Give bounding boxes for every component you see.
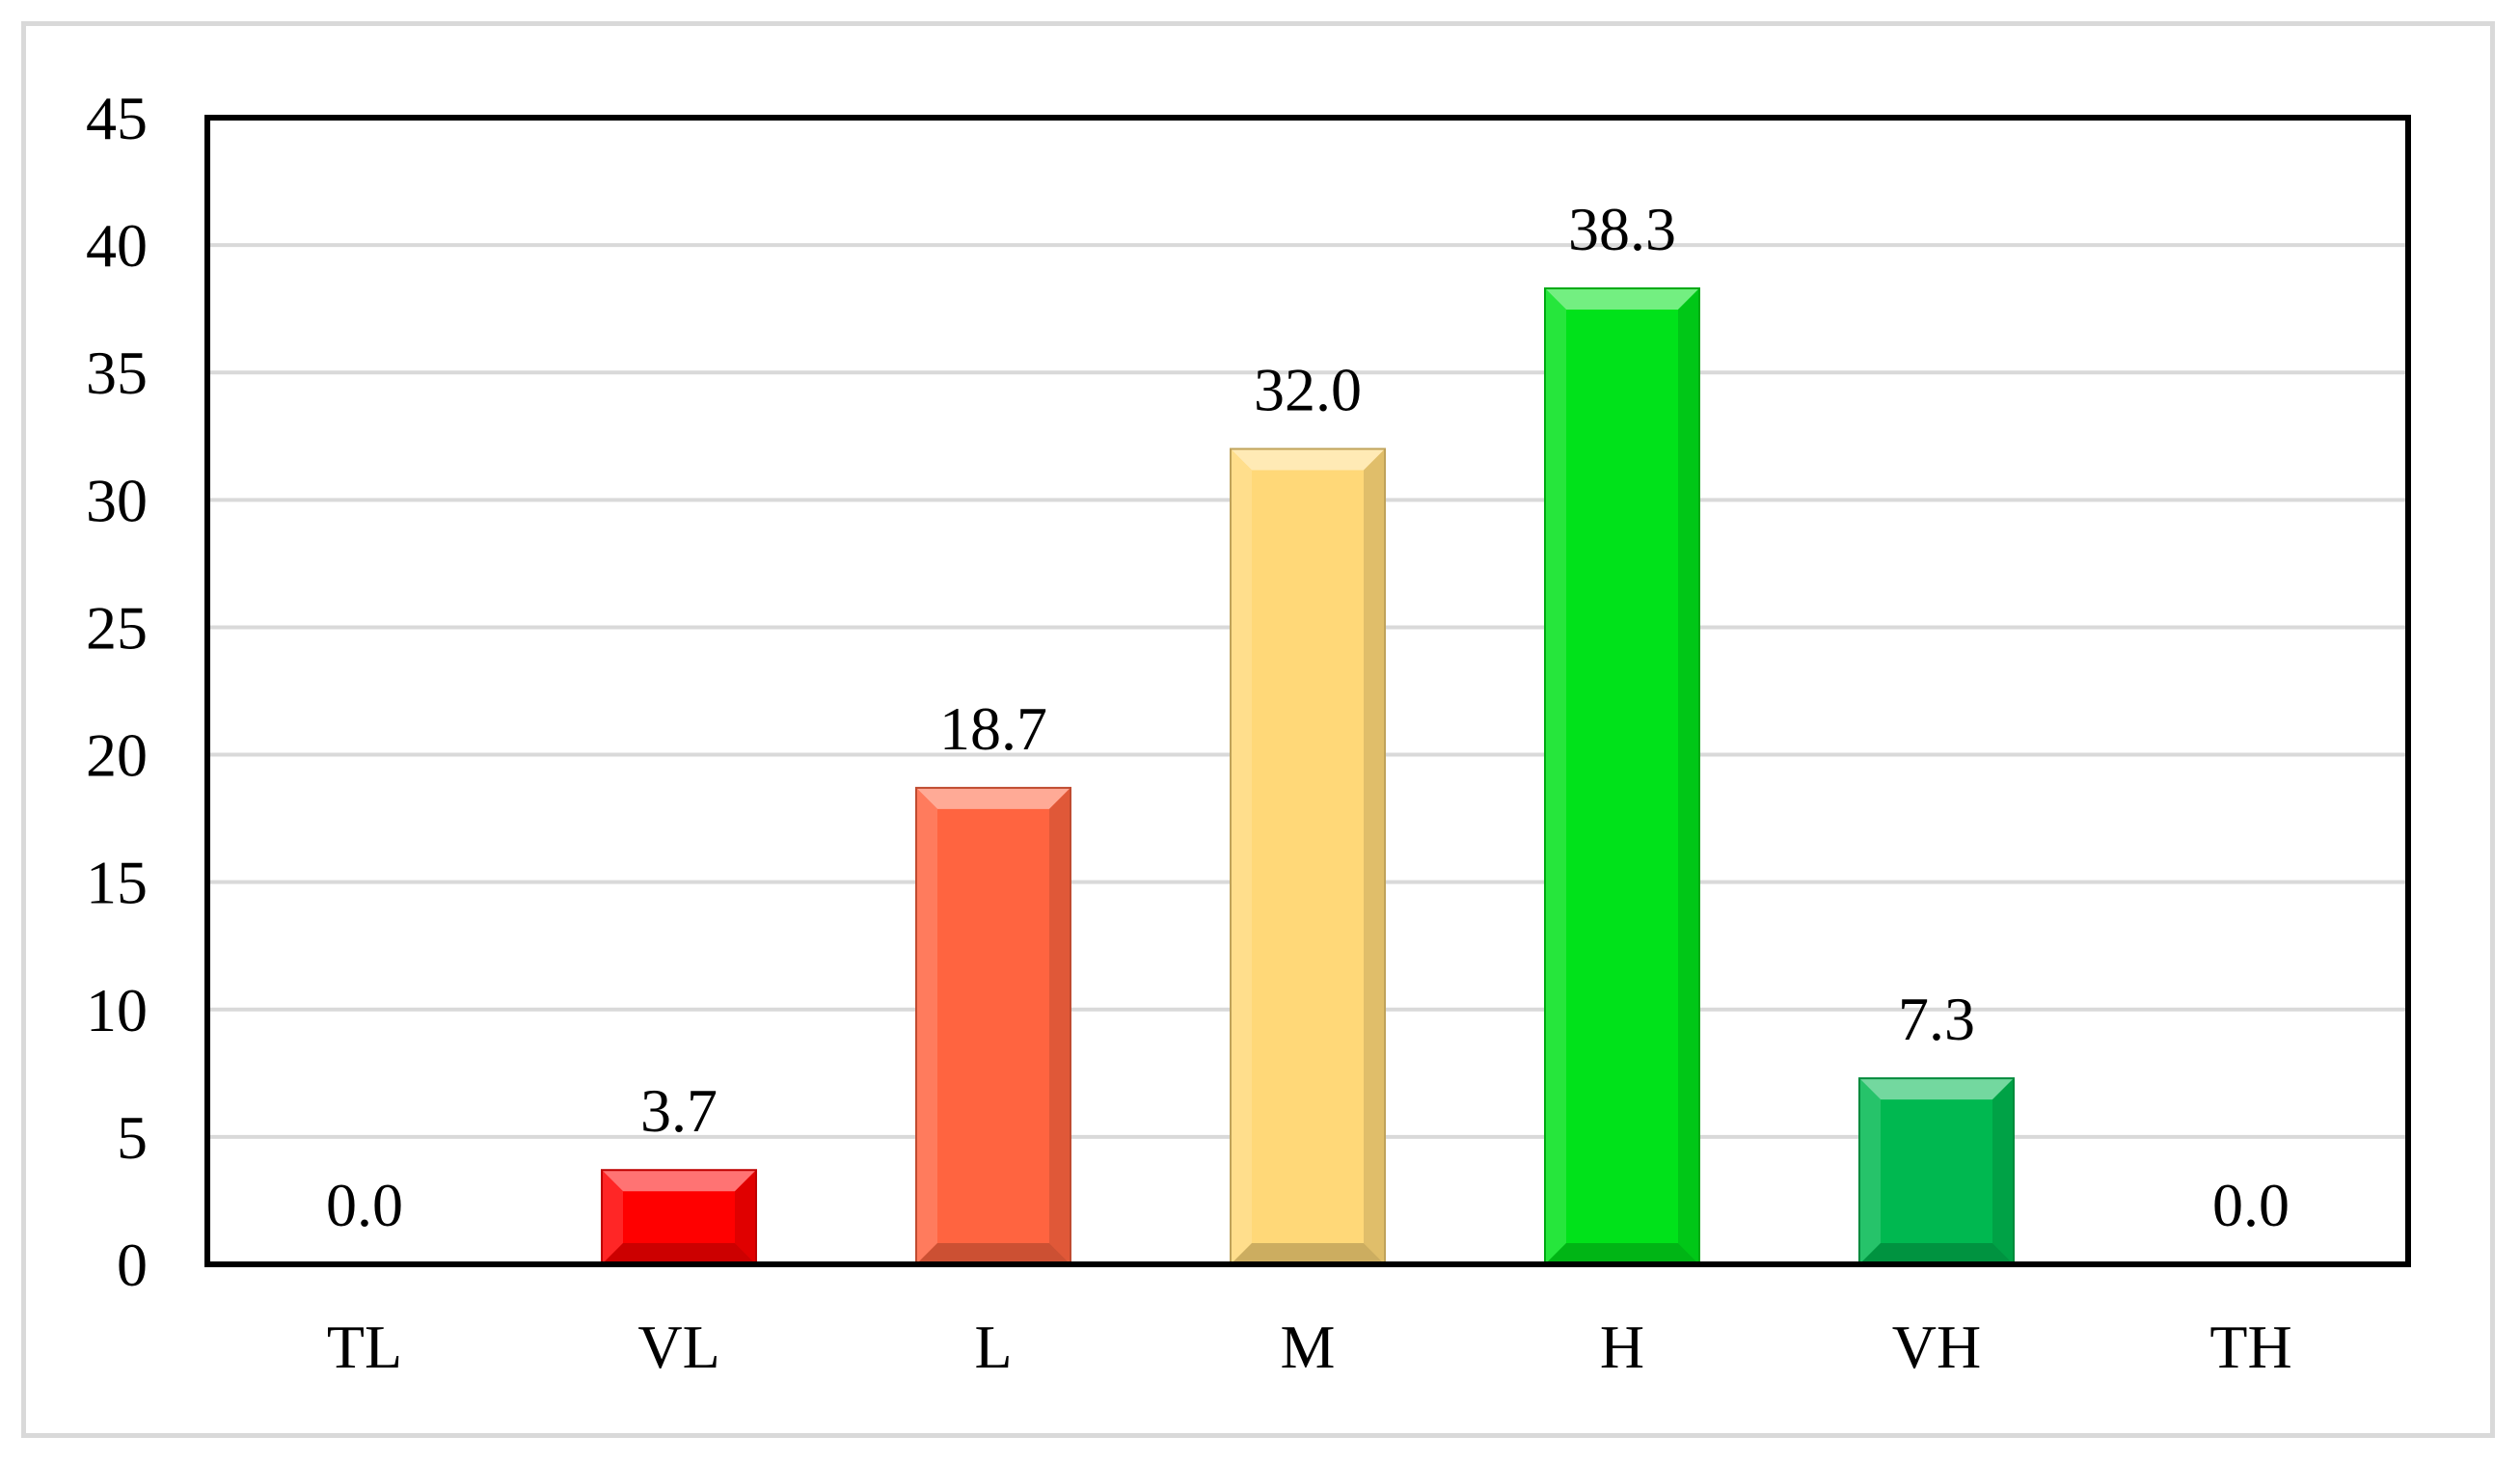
bar-bevel-left <box>602 1170 623 1264</box>
x-category-label-L: L <box>974 1313 1012 1381</box>
x-category-label-M: M <box>1281 1313 1336 1381</box>
bar-bevel-top <box>1231 448 1385 471</box>
bar-bevel-bottom <box>1231 1243 1385 1264</box>
bar-bevel-left <box>916 787 937 1264</box>
y-tick-label: 30 <box>86 466 148 534</box>
bar-H <box>1544 287 1700 1266</box>
bar-face <box>1231 448 1385 1264</box>
data-label-TH: 0.0 <box>2212 1171 2290 1239</box>
bar-bevel-top <box>916 787 1070 809</box>
data-labels: 0.0 3.7 18.7 32.0 38.3 7.3 0.0 <box>326 195 2290 1239</box>
bar-bevel-bottom <box>916 1243 1070 1264</box>
bar-face <box>1545 288 1699 1264</box>
bar-M <box>1230 447 1386 1265</box>
bar-face <box>916 787 1070 1264</box>
bar-bevel-left <box>1231 448 1252 1264</box>
bar-bevel-right <box>1364 448 1385 1264</box>
y-tick-label: 20 <box>86 721 148 790</box>
bar-VL <box>601 1169 757 1266</box>
bar-bevel-left <box>1545 288 1566 1264</box>
bar-bevel-right <box>1678 288 1699 1264</box>
y-tick-label: 0 <box>117 1231 148 1299</box>
bar-VH <box>1858 1077 2015 1266</box>
y-tick-label: 5 <box>117 1103 148 1172</box>
data-label-H: 38.3 <box>1568 195 1676 263</box>
bar-bevel-bottom <box>1859 1243 2014 1264</box>
bar-bevel-top <box>1545 288 1699 311</box>
bar-bevel-right <box>1049 787 1070 1264</box>
plot-area-border <box>204 115 2411 1267</box>
bar-bevel-right <box>1992 1078 2014 1264</box>
x-category-label-TH: TH <box>2209 1313 2291 1381</box>
data-label-M: 32.0 <box>1254 355 1362 423</box>
x-category-label-TL: TL <box>327 1313 402 1381</box>
x-category-label-H: H <box>1600 1313 1644 1381</box>
data-label-VL: 3.7 <box>640 1076 718 1145</box>
bars <box>601 287 2015 1266</box>
y-tick-label: 15 <box>86 849 148 917</box>
data-label-TL: 0.0 <box>326 1171 403 1239</box>
y-tick-label: 25 <box>86 593 148 662</box>
bar-bevel-top <box>602 1170 756 1192</box>
x-category-label-VH: VH <box>1892 1313 1981 1381</box>
bar-face <box>1859 1078 2014 1264</box>
data-label-L: 18.7 <box>939 694 1047 763</box>
y-tick-label: 35 <box>86 339 148 407</box>
bar-L <box>915 786 1071 1265</box>
bar-bevel-bottom <box>602 1243 756 1264</box>
bar-bevel-right <box>735 1170 756 1264</box>
x-category-label-VL: VL <box>637 1313 719 1381</box>
y-tick-label: 10 <box>86 976 148 1044</box>
data-label-VH: 7.3 <box>1898 985 1975 1053</box>
y-tick-label: 40 <box>86 211 148 280</box>
y-axis-ticks: 0 5 10 15 20 25 30 35 40 45 <box>86 84 148 1299</box>
x-axis-categories: TL VL L M H VH TH <box>327 1313 2292 1381</box>
bar-bevel-bottom <box>1545 1243 1699 1264</box>
y-tick-label: 45 <box>86 84 148 152</box>
bar-bevel-left <box>1859 1078 1881 1264</box>
bar-bevel-top <box>1859 1078 2014 1100</box>
